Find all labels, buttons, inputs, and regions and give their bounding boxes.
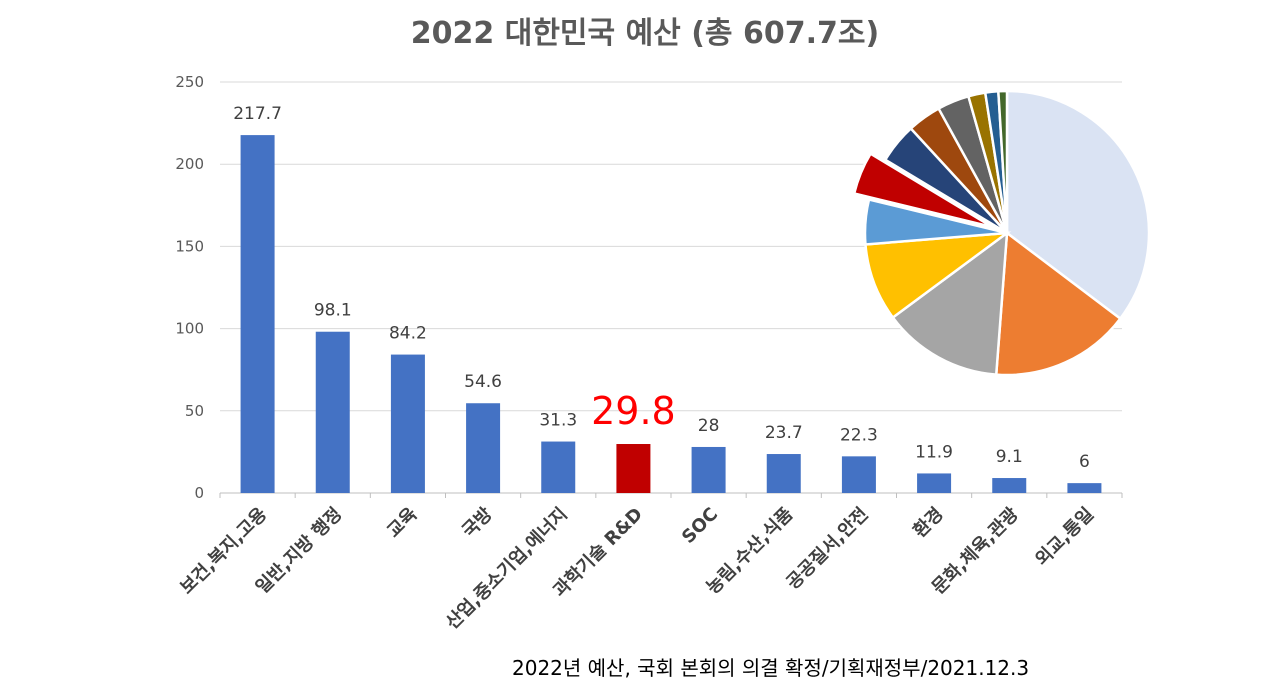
pie-slice [997, 89, 1009, 234]
pie-slice [994, 230, 1123, 377]
y-tick-label: 0 [194, 484, 204, 502]
chart-title: 2022 대한민국 예산 (총 607.7조) [410, 16, 880, 51]
bar [841, 456, 876, 493]
bar [390, 354, 425, 493]
data-label: 22.3 [840, 425, 878, 445]
category-label: 외교,통일 [1031, 504, 1098, 571]
category-label: 교육 [383, 504, 421, 542]
bar [766, 454, 801, 493]
bars [240, 135, 1102, 493]
bar [315, 331, 350, 493]
y-tick-label: 150 [175, 237, 204, 255]
data-label: 84.2 [389, 324, 427, 344]
data-label: 98.1 [314, 301, 352, 321]
gridlines [219, 81, 1123, 498]
y-tick-label: 200 [175, 155, 204, 173]
data-label: 23.7 [765, 423, 803, 443]
pie-slice [891, 230, 1009, 376]
data-label: 29.8 [591, 389, 676, 433]
bar [541, 441, 576, 493]
data-label: 11.9 [915, 442, 953, 462]
y-tick-label: 100 [175, 320, 204, 338]
category-label: 공공질서,안전 [783, 504, 873, 594]
data-label: 217.7 [233, 104, 282, 124]
y-axis-ticks: 0 50 100 150 200 250 [175, 73, 204, 502]
bar [992, 478, 1027, 493]
bar [466, 403, 501, 493]
data-label: 28 [698, 416, 720, 436]
category-label: SOC [678, 504, 722, 548]
y-tick-label: 50 [185, 402, 204, 420]
pie-slice [863, 197, 1008, 246]
data-label: 54.6 [464, 372, 502, 392]
data-labels: 217.7 98.1 84.2 54.6 31.3 29.8 28 23.7 22.3 11.9 9… [233, 104, 1090, 472]
source-note: 2022년 예산, 국회 본회의 의결 확정/기획재정부/2021.12.3 [512, 656, 1030, 680]
pie-slice [852, 151, 993, 229]
inset-pie-chart [852, 89, 1151, 377]
data-label: 6 [1079, 452, 1090, 472]
bar [616, 444, 651, 493]
bar [691, 446, 726, 493]
data-label: 9.1 [996, 447, 1023, 467]
y-tick-label: 250 [175, 73, 204, 91]
pie-slice [1005, 89, 1151, 321]
bar [240, 135, 275, 493]
category-label: 환경 [909, 503, 948, 542]
category-label: 국방 [458, 503, 497, 542]
bar [917, 473, 952, 493]
data-label: 31.3 [539, 411, 577, 431]
bar [1067, 483, 1102, 493]
